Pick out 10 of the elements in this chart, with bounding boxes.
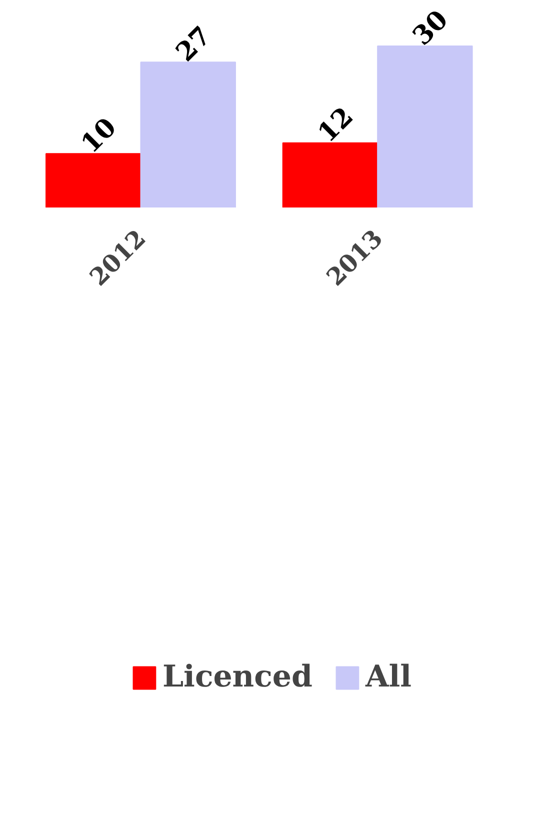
- data-label: 12: [312, 102, 360, 149]
- data-label: 30: [407, 4, 454, 52]
- data-label: 27: [170, 21, 218, 68]
- bar: [140, 62, 236, 208]
- legend-label: Licenced: [162, 660, 312, 695]
- bar: [282, 142, 378, 208]
- bar: [377, 46, 473, 208]
- bar: [46, 153, 142, 208]
- data-label: 10: [76, 112, 123, 160]
- legend-label: All: [365, 660, 412, 695]
